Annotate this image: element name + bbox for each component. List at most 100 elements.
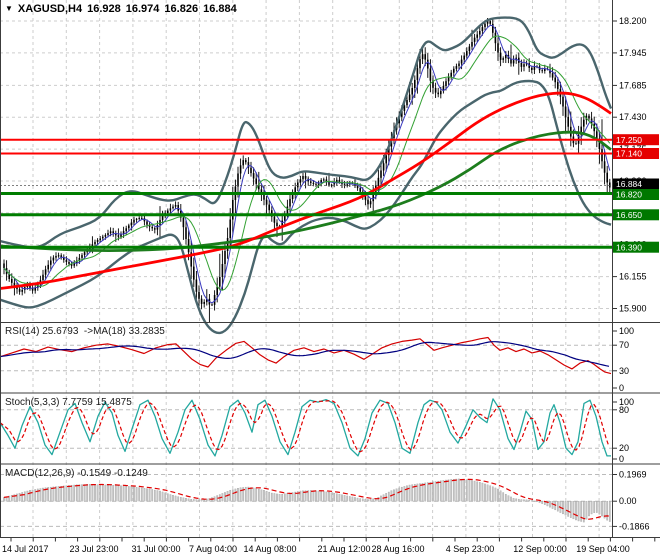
macd-histogram-bar	[598, 501, 601, 515]
macd-histogram-bar	[447, 479, 450, 502]
stochastic-indicator-label: Stoch(5,3,3) 7.7759 15.4875	[5, 397, 132, 408]
macd-histogram-bar	[507, 495, 510, 502]
macd-histogram-bar	[564, 501, 567, 516]
macd-histogram-bar	[117, 485, 120, 502]
macd-histogram-bar	[304, 490, 307, 502]
macd-histogram-bar	[16, 493, 18, 502]
macd-histogram-bar	[234, 488, 237, 502]
macd-histogram-bar	[252, 487, 255, 502]
macd-histogram-bar	[291, 492, 294, 502]
macd-histogram-bar	[255, 488, 258, 502]
macd-histogram-bar	[172, 495, 174, 502]
macd-histogram-bar	[143, 488, 146, 502]
macd-histogram-bar	[406, 485, 408, 502]
macd-histogram-bar	[354, 497, 356, 502]
macd-histogram-bar	[413, 484, 416, 502]
macd-histogram-bar	[47, 487, 50, 502]
macd-histogram-bar	[335, 493, 338, 502]
macd-histogram-bar	[523, 499, 525, 502]
macd-histogram-bar	[36, 488, 39, 502]
time-tick-label: 12 Sep 00:00	[513, 544, 567, 554]
macd-histogram-bar	[429, 482, 432, 502]
macd-histogram-bar	[437, 480, 440, 502]
macd-histogram-bar	[151, 489, 154, 502]
stoch-axis-label: 80	[619, 405, 629, 415]
macd-histogram-bar	[237, 488, 239, 502]
macd-histogram-bar	[458, 478, 460, 502]
macd-histogram-bar	[302, 490, 304, 502]
stoch-axis-label: 100	[619, 397, 634, 407]
macd-histogram-bar	[533, 500, 536, 502]
macd-histogram-bar	[426, 482, 429, 502]
macd-histogram-bar	[273, 493, 276, 502]
price-badge-label: 17.140	[616, 149, 642, 159]
macd-histogram-bar	[403, 486, 406, 502]
macd-histogram-bar	[460, 478, 463, 502]
price-badge-label: 16.390	[616, 242, 642, 252]
price-tick-label: 18.200	[619, 16, 647, 26]
symbol-dropdown-icon[interactable]: ▼	[5, 4, 13, 13]
macd-histogram-bar	[468, 479, 471, 502]
macd-histogram-bar	[367, 499, 369, 502]
macd-histogram-bar	[44, 487, 47, 502]
macd-histogram-bar	[478, 482, 481, 502]
macd-histogram-bar	[333, 493, 336, 502]
macd-histogram-bar	[481, 482, 484, 502]
macd-histogram-bar	[242, 487, 245, 502]
time-tick-label: 14 Aug 08:00	[243, 544, 296, 554]
macd-histogram-bar	[161, 491, 164, 502]
macd-histogram-bar	[81, 484, 83, 502]
price-badge	[613, 241, 659, 253]
macd-histogram-bar	[364, 499, 367, 502]
bollinger-upper-band	[0, 16, 612, 249]
macd-histogram-bar	[65, 485, 68, 502]
macd-histogram-bar	[502, 492, 505, 502]
macd-histogram-bar	[442, 480, 445, 502]
macd-histogram-bar	[432, 481, 434, 502]
macd-histogram-bar	[39, 488, 42, 502]
macd-histogram-bar	[187, 498, 190, 502]
macd-histogram-bar	[179, 497, 182, 502]
macd-histogram-bar	[26, 490, 29, 502]
macd-histogram-bar	[411, 484, 414, 502]
macd-histogram-bar	[476, 481, 479, 502]
macd-histogram-bar	[8, 495, 11, 502]
macd-axis-label: 0.00	[619, 496, 637, 506]
chart-title-bar[interactable]: ▼ XAGUSD,H4 16.928 16.974 16.826 16.884	[5, 3, 237, 15]
macd-histogram-bar	[585, 501, 588, 520]
macd-histogram-bar	[125, 486, 128, 502]
macd-histogram-bar	[541, 501, 544, 504]
macd-histogram-bar	[34, 489, 37, 502]
macd-histogram-bar	[343, 495, 346, 502]
macd-histogram-bar	[499, 490, 502, 502]
macd-histogram-bar	[536, 501, 538, 502]
macd-histogram-bar	[421, 483, 424, 502]
macd-histogram-bar	[312, 490, 315, 502]
macd-histogram-bar	[494, 487, 497, 502]
macd-histogram-bar	[330, 492, 333, 502]
macd-histogram-bar	[512, 498, 515, 502]
macd-histogram-bar	[356, 497, 359, 502]
macd-histogram-bar	[372, 498, 375, 502]
macd-histogram-bar	[185, 498, 187, 502]
macd-histogram-bar	[94, 484, 96, 502]
macd-histogram-bar	[49, 486, 52, 502]
macd-histogram-bar	[590, 501, 593, 515]
macd-histogram-bar	[101, 484, 104, 502]
macd-histogram-bar	[78, 484, 81, 502]
macd-histogram-bar	[484, 483, 486, 502]
macd-histogram-bar	[91, 484, 94, 502]
stoch-d-line	[0, 400, 610, 453]
macd-histogram-bar	[99, 484, 102, 502]
stoch-axis-label: 0	[619, 454, 624, 464]
macd-histogram-bar	[169, 494, 172, 502]
macd-histogram-bar	[473, 480, 476, 502]
macd-histogram-bar	[42, 487, 44, 502]
price-badge	[613, 148, 659, 159]
macd-histogram-bar	[325, 491, 328, 502]
macd-histogram-bar	[489, 485, 492, 502]
macd-histogram-bar	[112, 485, 115, 502]
macd-histogram-bar	[497, 488, 499, 502]
macd-histogram-bar	[244, 486, 247, 502]
